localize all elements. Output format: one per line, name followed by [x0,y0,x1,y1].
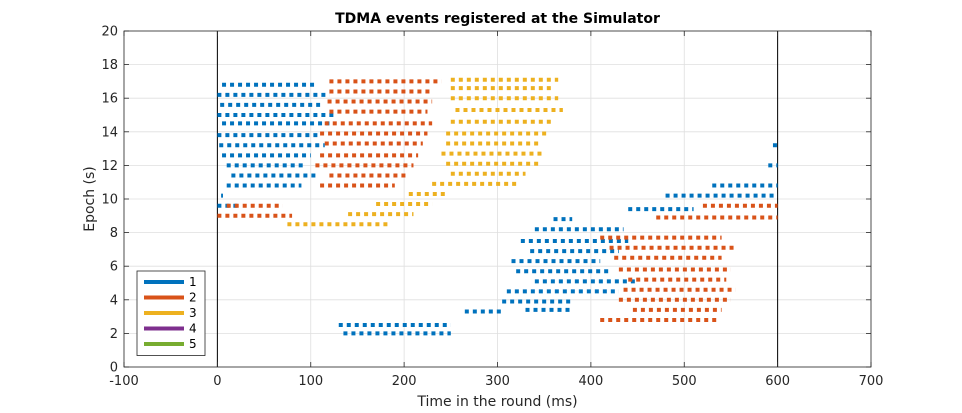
y-tick-label: 18 [101,58,118,73]
y-tick-label: 14 [101,125,118,140]
legend-label-5: 5 [189,337,197,351]
x-tick-label: 0 [213,374,221,389]
y-tick-label: 8 [110,226,118,241]
y-tick-label: 20 [101,25,118,40]
y-tick-label: 0 [110,361,118,376]
reference-lines [216,31,779,367]
legend-label-2: 2 [189,291,197,305]
legend: 1 23 45 [136,270,206,356]
x-tick-label: 500 [672,374,697,389]
data-marks [217,77,778,336]
x-tick-label: -100 [109,374,139,389]
y-tick-label: 16 [101,92,118,107]
x-tick-label: 400 [578,374,603,389]
y-tick-label: 4 [110,293,118,308]
y-tick-label: 2 [110,327,118,342]
x-tick-label: 200 [392,374,417,389]
legend-label-4: 4 [189,322,197,336]
x-tick-label: 300 [485,374,510,389]
x-tick-label: 600 [765,374,790,389]
y-tick-label: 12 [101,159,118,174]
legend-label-3: 3 [189,306,197,320]
chart-title: TDMA events registered at the Simulator [335,11,660,27]
x-axis-ticks: -100 0 100 200 300 400 500 600 700 [109,31,883,389]
legend-label-1: 1 [189,275,197,289]
y-tick-label: 6 [110,260,118,275]
x-tick-label: 100 [298,374,323,389]
y-axis-label: Epoch (s) [82,166,98,232]
x-axis-label: Time in the round (ms) [416,394,577,410]
x-tick-label: 700 [859,374,884,389]
y-tick-label: 10 [101,193,118,208]
